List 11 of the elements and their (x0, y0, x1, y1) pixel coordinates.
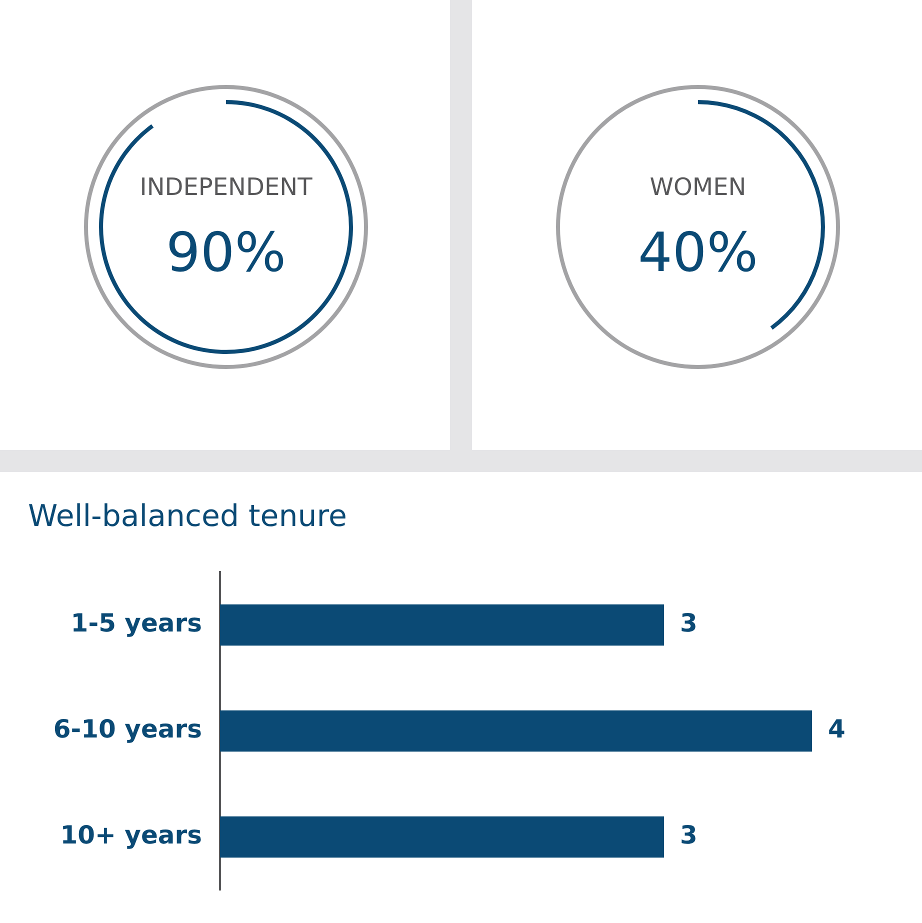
data-label: 3 (680, 608, 698, 638)
text: WOMEN (650, 173, 746, 201)
text: 90% (166, 221, 286, 284)
chart-title: Well-balanced tenure (28, 499, 347, 534)
data-label: 3 (680, 820, 698, 850)
text: 40% (638, 221, 758, 284)
text: INDEPENDENT (140, 173, 313, 201)
y-tick-label: 10+ years (60, 820, 202, 850)
data-label: 4 (828, 714, 846, 744)
y-tick-label: 6-10 years (53, 714, 202, 744)
y-tick-label: 1-5 years (70, 608, 202, 638)
